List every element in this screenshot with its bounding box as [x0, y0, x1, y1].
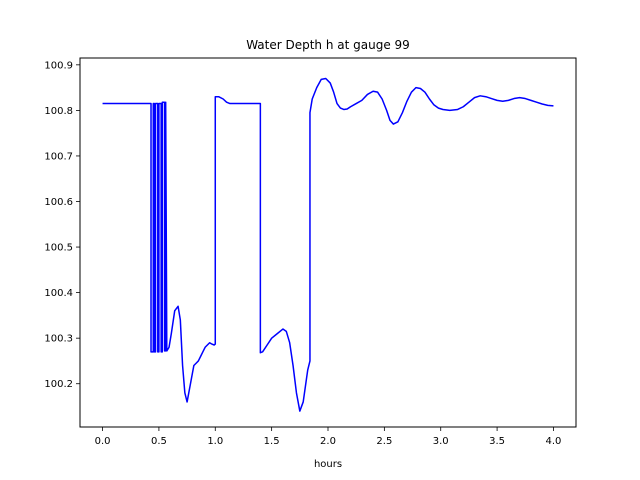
y-tick-label: 100.5 — [44, 243, 73, 254]
x-axis-label: hours — [314, 459, 342, 470]
series-line-0 — [102, 77, 554, 412]
y-tick-label: 100.7 — [44, 151, 73, 162]
x-tick-label: 1.0 — [207, 436, 223, 447]
y-tick-label: 100.9 — [44, 60, 73, 71]
x-tick-label: 1.5 — [264, 436, 280, 447]
y-tick-label: 100.3 — [44, 334, 73, 345]
x-axis-ticks: 0.0 0.5 1.0 1.5 2.0 2.5 3.0 3.5 4.0 — [95, 427, 562, 447]
y-axis-ticks: 100.2 100.3 100.4 100.5 100.6 100.7 100.8 100.9 — [44, 60, 80, 390]
x-tick-label: 3.5 — [489, 436, 505, 447]
series-layer — [102, 77, 554, 412]
x-tick-label: 2.5 — [376, 436, 392, 447]
y-tick-label: 100.4 — [44, 288, 73, 299]
x-tick-label: 0.0 — [95, 436, 111, 447]
x-tick-label: 0.5 — [151, 436, 167, 447]
x-tick-label: 3.0 — [433, 436, 449, 447]
x-tick-label: 4.0 — [546, 436, 562, 447]
chart-title: Water Depth h at gauge 99 — [246, 38, 410, 52]
x-tick-label: 2.0 — [320, 436, 336, 447]
y-tick-label: 100.2 — [44, 379, 73, 390]
y-tick-label: 100.8 — [44, 106, 73, 117]
y-tick-label: 100.6 — [44, 197, 73, 208]
